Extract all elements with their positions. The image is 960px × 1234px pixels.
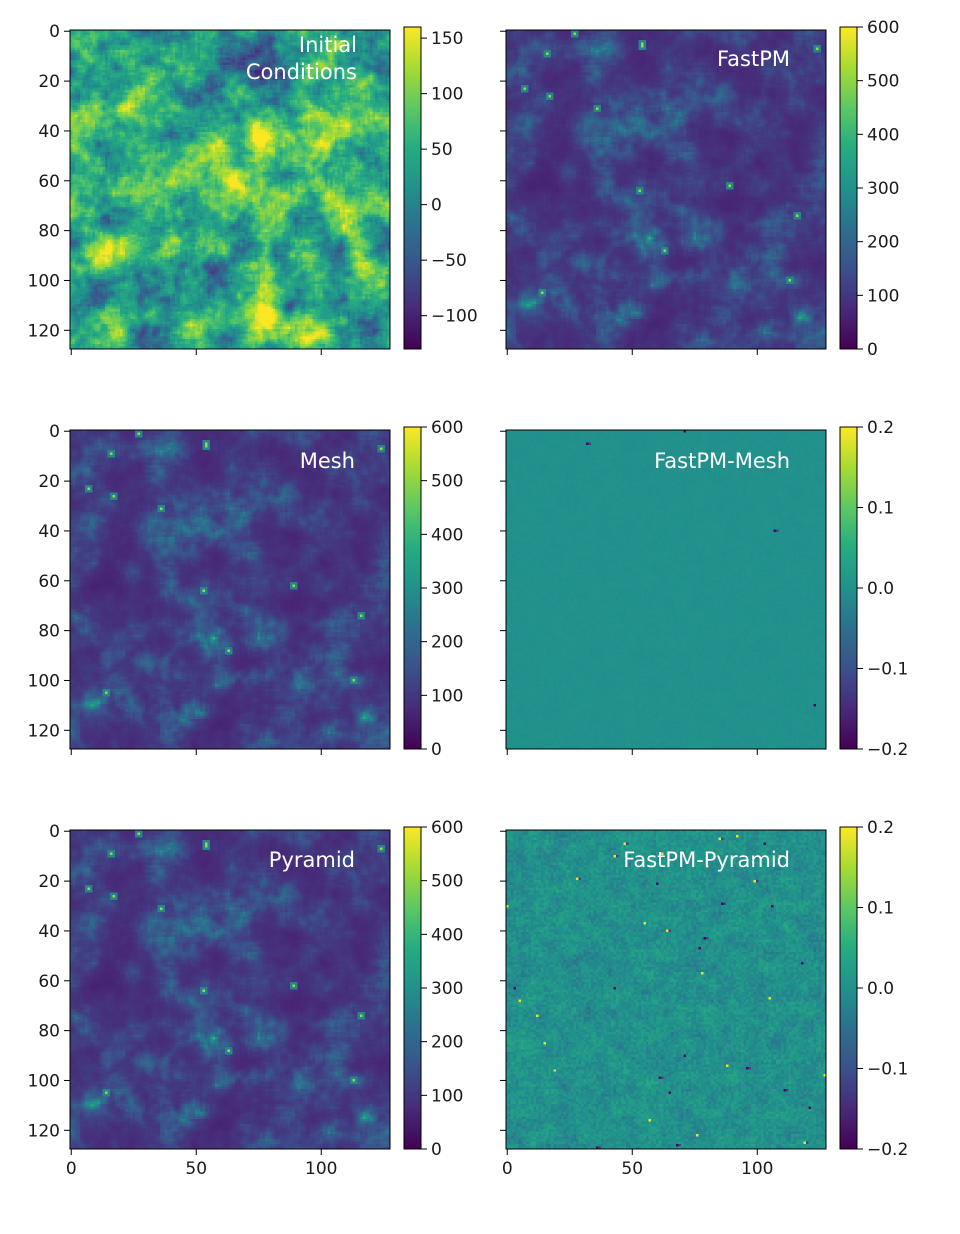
y-tick-label: 40 <box>38 922 60 942</box>
colorbar <box>839 426 858 750</box>
colorbar-tick-label: −0.1 <box>867 1060 908 1080</box>
x-tick-label: 100 <box>305 1159 337 1179</box>
colorbar-tick-label: 0.2 <box>867 418 894 438</box>
colorbar <box>403 26 422 350</box>
heatmap-image <box>70 30 390 349</box>
panel-fastpm-mesh: FastPM-Mesh 0.2 0.1 0.0 −0.1 −0.2 <box>500 418 908 760</box>
panel-label: FastPM-Mesh <box>654 449 790 473</box>
colorbar-tick-label: 200 <box>431 633 463 653</box>
colorbar-tick-label: 300 <box>431 579 463 599</box>
heatmap-image <box>506 430 826 749</box>
y-tick-label: 60 <box>38 572 60 592</box>
y-tick-label: 80 <box>38 1022 60 1042</box>
plot-frame <box>505 29 827 350</box>
colorbar-tick-label: 200 <box>867 233 899 253</box>
x-tick-label: 50 <box>621 1159 643 1179</box>
panel-mesh: 0 20 40 60 80 100 120 Mesh 600 500 400 300 200 100 0 <box>28 418 464 760</box>
y-tick-label: 60 <box>38 172 60 192</box>
colorbar-tick-label: 0 <box>431 196 442 216</box>
colorbar-tick-label: 100 <box>431 85 463 105</box>
y-tick-label: 120 <box>28 321 60 341</box>
colorbar <box>839 26 858 350</box>
heatmap-image <box>506 830 826 1149</box>
colorbar-tick-label: 500 <box>431 472 463 492</box>
colorbar-tick-label: −0.1 <box>867 660 908 680</box>
x-tick-label: 0 <box>66 1159 77 1179</box>
heatmap-image <box>70 830 390 1149</box>
panel-fastpm: FastPM 600 500 400 300 200 100 0 <box>500 18 899 360</box>
colorbar-tick-label: 0.1 <box>867 499 894 519</box>
y-tick-label: 80 <box>38 622 60 642</box>
y-tick-label: 0 <box>49 422 60 442</box>
colorbar-tick-label: 200 <box>431 1033 463 1053</box>
plot-frame <box>505 829 827 1150</box>
colorbar <box>403 426 422 750</box>
y-tick-label: 0 <box>49 822 60 842</box>
colorbar-tick-label: −100 <box>431 307 478 327</box>
y-tick-label: 120 <box>28 721 60 741</box>
x-tick-label: 50 <box>185 1159 207 1179</box>
panel-label: Initial Conditions <box>246 33 357 84</box>
colorbar-tick-label: 0.0 <box>867 579 894 599</box>
panel-fastpm-pyramid: 0 50 100 FastPM-Pyramid 0.2 0.1 0.0 −0.1 −0.2 <box>500 818 908 1179</box>
colorbar-tick-label: 600 <box>867 18 899 38</box>
colorbar-tick-label: 100 <box>431 686 463 706</box>
x-tick-label: 0 <box>502 1159 513 1179</box>
y-tick-label: 80 <box>38 222 60 242</box>
panel-initial-conditions: 0 20 40 60 80 100 120 Initial Conditions 150 100 50… <box>28 22 478 355</box>
colorbar-tick-label: 150 <box>431 29 463 49</box>
colorbar-tick-label: 100 <box>431 1086 463 1106</box>
plot-frame <box>69 29 391 350</box>
colorbar-tick-label: 500 <box>867 72 899 92</box>
colorbar-tick-label: 0.1 <box>867 899 894 919</box>
panel-label: FastPM-Pyramid <box>623 848 790 872</box>
y-tick-label: 20 <box>38 472 60 492</box>
y-tick-label: 120 <box>28 1121 60 1141</box>
colorbar-tick-label: 0 <box>867 340 878 360</box>
colorbar-tick-label: 300 <box>431 979 463 999</box>
colorbar-tick-label: 0.0 <box>867 979 894 999</box>
colorbar-tick-label: 0 <box>431 1140 442 1160</box>
colorbar <box>839 826 858 1150</box>
panel-pyramid: 0 50 100 0 20 40 60 80 100 120 Pyramid 600 500 400 300… <box>28 818 464 1179</box>
y-tick-label: 100 <box>28 271 60 291</box>
y-tick-label: 60 <box>38 972 60 992</box>
colorbar-tick-label: 600 <box>431 818 463 838</box>
y-tick-label: 40 <box>38 122 60 142</box>
colorbar-tick-label: 500 <box>431 872 463 892</box>
y-tick-label: 40 <box>38 522 60 542</box>
colorbar-tick-label: −0.2 <box>867 1140 908 1160</box>
panel-label: Pyramid <box>269 848 355 872</box>
plot-frame <box>69 429 391 750</box>
colorbar-tick-label: 600 <box>431 418 463 438</box>
colorbar-tick-label: 400 <box>431 525 463 545</box>
y-tick-label: 100 <box>28 1071 60 1091</box>
colorbar-tick-label: 50 <box>431 140 453 160</box>
y-tick-label: 0 <box>49 22 60 42</box>
panel-label: FastPM <box>717 47 790 71</box>
plot-frame <box>505 429 827 750</box>
y-tick-label: 100 <box>28 671 60 691</box>
colorbar-tick-label: 300 <box>867 179 899 199</box>
plot-frame <box>69 829 391 1150</box>
colorbar-tick-label: 400 <box>867 125 899 145</box>
colorbar-tick-label: 0.2 <box>867 818 894 838</box>
x-tick-label: 100 <box>741 1159 773 1179</box>
colorbar-tick-label: −0.2 <box>867 740 908 760</box>
colorbar-tick-label: 0 <box>431 740 442 760</box>
colorbar <box>403 826 422 1150</box>
y-tick-label: 20 <box>38 872 60 892</box>
y-tick-label: 20 <box>38 72 60 92</box>
colorbar-tick-label: 100 <box>867 286 899 306</box>
colorbar-tick-label: −50 <box>431 251 467 271</box>
colorbar-tick-label: 400 <box>431 925 463 945</box>
panel-label: Mesh <box>300 449 355 473</box>
heatmap-image <box>70 430 390 749</box>
heatmap-image <box>506 30 826 349</box>
